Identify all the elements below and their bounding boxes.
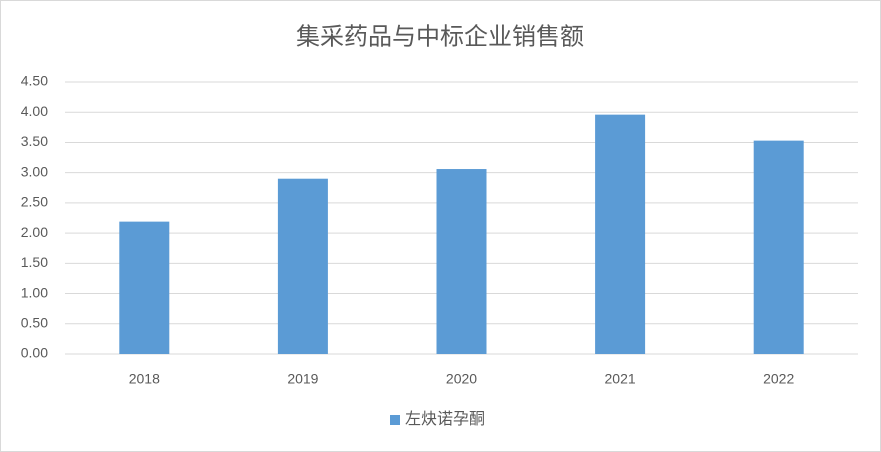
- y-tick-label: 0.00: [21, 345, 48, 361]
- y-tick-label: 3.00: [21, 163, 48, 179]
- x-tick-label: 2020: [446, 371, 477, 387]
- bar: [595, 114, 646, 354]
- y-tick-label: 0.50: [21, 314, 48, 330]
- x-tick-label: 2022: [763, 371, 794, 387]
- y-tick-label: 3.50: [21, 133, 48, 149]
- bar: [436, 169, 487, 354]
- y-tick-label: 2.00: [21, 224, 48, 240]
- x-tick-label: 2021: [605, 371, 636, 387]
- x-tick-label: 2019: [287, 371, 318, 387]
- y-tick-label: 1.00: [21, 284, 48, 300]
- bar: [753, 140, 804, 354]
- legend-label: 左炔诺孕酮: [405, 410, 485, 428]
- bar: [119, 221, 170, 354]
- chart-title: 集采药品与中标企业销售额: [296, 23, 584, 50]
- x-tick-label: 2018: [129, 371, 160, 387]
- y-tick-label: 4.00: [21, 103, 48, 119]
- y-tick-label: 2.50: [21, 194, 48, 210]
- legend-swatch: [390, 415, 400, 425]
- y-tick-label: 4.50: [21, 73, 48, 89]
- bar: [277, 178, 328, 354]
- y-tick-label: 1.50: [21, 254, 48, 270]
